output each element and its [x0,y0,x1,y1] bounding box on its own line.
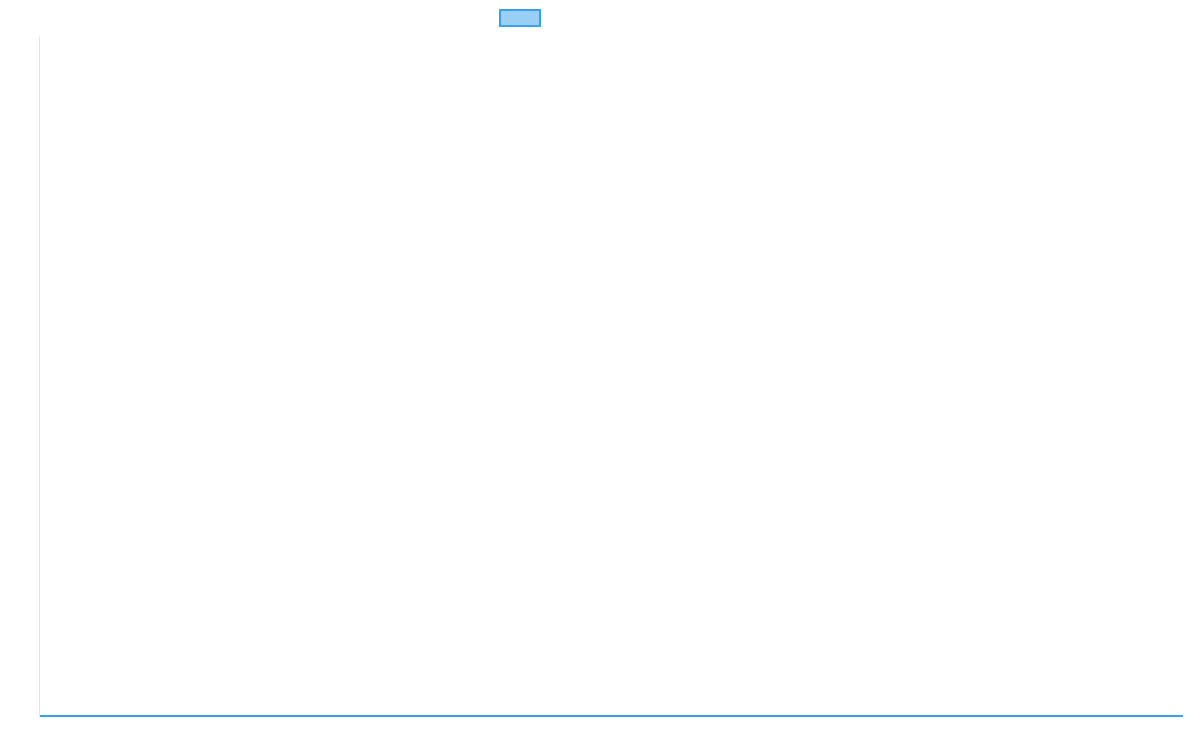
legend-swatch[interactable] [499,9,541,27]
